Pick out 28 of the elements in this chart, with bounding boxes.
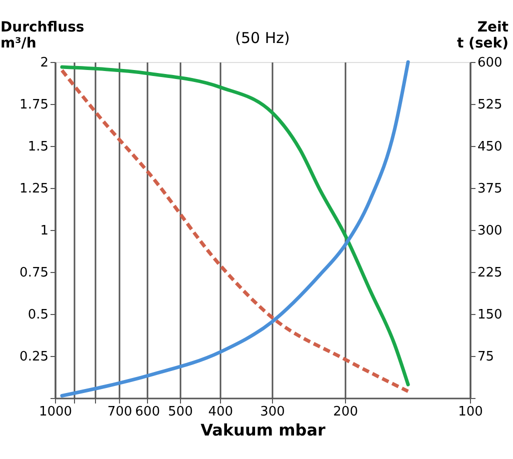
y-tick-label: 0.75 (20, 266, 48, 280)
y2-tick-label: 525 (478, 98, 502, 112)
x-tick-label: 100 (458, 404, 483, 420)
y2-tick-label: 150 (478, 308, 502, 322)
x-axis-title: Vakuum mbar (200, 420, 326, 440)
x-tick-label: 1000 (38, 404, 72, 420)
y2-tick-label: 225 (478, 266, 502, 280)
y2-tick-label: 450 (478, 140, 502, 154)
y2-tick-label: 300 (478, 224, 502, 238)
y-axis-title: Durchfluss m³/h (0, 20, 84, 52)
x-tick-label: 700 (107, 404, 132, 420)
y-tick-label: 0.5 (28, 308, 48, 322)
y2-tick-label: 75 (478, 350, 494, 364)
chart-title: (50 Hz) (235, 29, 290, 47)
x-tick-label: 400 (208, 404, 234, 420)
y-tick-label: 1.25 (20, 182, 48, 196)
x-tick-label: 600 (135, 404, 160, 420)
y-tick-label: 1 (40, 224, 48, 238)
x-tick-label: 500 (168, 404, 193, 420)
y2-axis-title: Zeit t (sek) (456, 20, 509, 52)
y-tick-label: 2 (40, 56, 48, 70)
y2-tick-label: 375 (478, 182, 502, 196)
y-tick-label: 0.25 (20, 350, 48, 364)
x-tick-label: 300 (260, 404, 285, 420)
y2-tick-label: 600 (478, 56, 502, 70)
y-tick-label: 1.5 (28, 140, 48, 154)
y-tick-label: 1.75 (20, 98, 48, 112)
x-tick-label: 200 (333, 404, 358, 420)
